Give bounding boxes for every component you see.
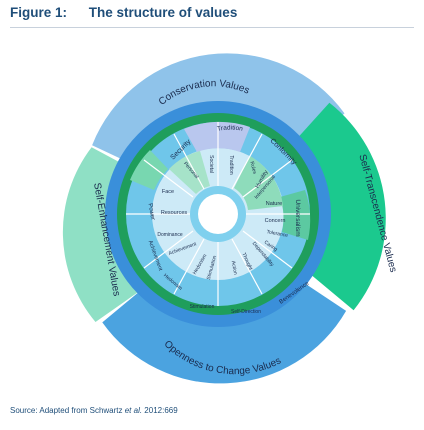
universalism-sector — [280, 190, 311, 240]
inner-resources-label: Resources — [161, 210, 188, 216]
figure-number: Figure 1: — [10, 5, 68, 20]
inner-societal-label: Societal — [208, 155, 214, 173]
mid-tradition-label: Tradition — [217, 125, 244, 133]
tradition-sector — [184, 121, 250, 152]
figure-title: The structure of values — [88, 5, 238, 20]
inner-concern-label: Concern — [265, 218, 286, 224]
source-prefix: Source: Adapted from Schwartz — [10, 406, 125, 415]
inner-face-label: Face — [162, 189, 174, 195]
inner-tolerance-label: Tolerance — [266, 229, 289, 239]
inner-dominance-label: Dominance — [157, 232, 183, 238]
inner-action-label: Action — [230, 260, 238, 275]
inner-nature-label: Nature — [266, 201, 283, 207]
figure-header: Figure 1: The structure of values — [10, 5, 237, 20]
mid-power-label: Power — [147, 203, 156, 221]
self-enhancement-sector — [130, 150, 168, 190]
inner-green-segment-right — [234, 156, 283, 210]
spoke-lines — [126, 122, 310, 306]
mid-self-direction-label: Self-Direction — [231, 309, 261, 315]
header-divider — [10, 27, 414, 28]
center-hub-white — [198, 194, 238, 234]
mid-universalism-label: Universalism — [294, 199, 301, 236]
inner-rules-label: Rules — [248, 161, 257, 175]
source-note: Source: Adapted from Schwartz et al. 201… — [10, 406, 178, 415]
source-suffix: 2012:669 — [142, 406, 178, 415]
inner-tradition-label: Tradition — [228, 155, 234, 174]
mid-stimulation-label: Stimulation — [190, 304, 215, 310]
source-etal: et al. — [124, 406, 143, 415]
inner-green-segment — [169, 151, 210, 194]
